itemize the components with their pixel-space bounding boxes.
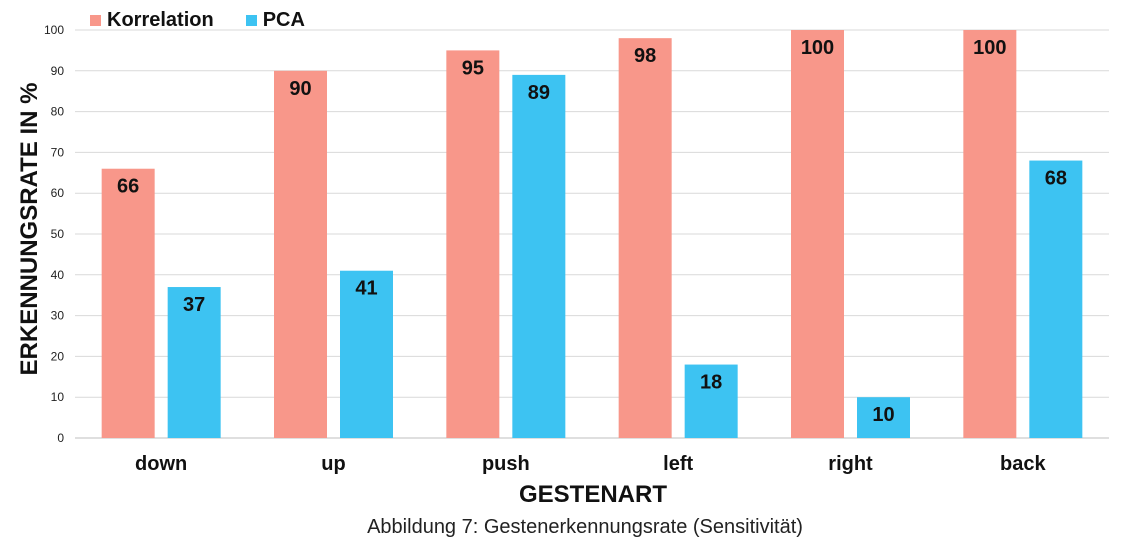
bar-korrelation-left	[618, 38, 672, 438]
legend-label-pca: PCA	[262, 9, 305, 31]
bar-pca-push	[512, 74, 566, 438]
bar-pca-up	[340, 270, 393, 438]
gridlines	[75, 29, 1109, 439]
y-tick-label: 50	[51, 227, 65, 241]
bar-pca-down	[167, 287, 221, 438]
bar-korrelation-back	[963, 30, 1017, 438]
figure-caption: Abbildung 7: Gestenerkennungsrate (Sensi…	[367, 516, 803, 538]
x-tick-label-left: left	[663, 453, 693, 475]
x-axis-ticks: down up push left right back	[135, 453, 1046, 475]
bar-korrelation-push	[446, 50, 500, 439]
data-label-korrelation-left: 98	[634, 45, 656, 67]
bar-korrelation-right	[791, 30, 844, 438]
y-tick-label: 10	[51, 390, 65, 404]
data-label-korrelation-down: 66	[117, 176, 139, 198]
y-axis-ticks: 0 10 20 30 40 50 60 70 80 90 100	[44, 23, 64, 445]
y-tick-label: 90	[51, 64, 65, 78]
legend-swatch-pca	[245, 15, 257, 26]
y-axis-label: ERKENNUNGSRATE IN %	[16, 83, 43, 376]
legend-item-korrelation: Korrelation	[90, 9, 214, 32]
x-tick-label-down: down	[135, 453, 187, 475]
data-label-pca-up: 41	[355, 278, 377, 300]
x-tick-label-back: back	[1000, 453, 1046, 475]
data-label-korrelation-back: 100	[973, 37, 1006, 59]
x-tick-label-up: up	[321, 453, 345, 475]
y-tick-label: 0	[57, 431, 64, 445]
bars: 66 37 90 41 95 89 98 18 100 10 100 68	[101, 30, 1083, 439]
data-label-pca-back: 68	[1045, 168, 1067, 190]
data-label-pca-right: 10	[872, 404, 894, 426]
data-label-korrelation-push: 95	[462, 57, 484, 79]
y-tick-label: 80	[51, 105, 65, 119]
bar-pca-back	[1029, 160, 1083, 438]
y-tick-label: 20	[51, 349, 65, 363]
data-label-pca-down: 37	[183, 294, 205, 316]
y-tick-label: 40	[51, 268, 65, 282]
legend-swatch-korrelation	[90, 15, 101, 26]
data-label-korrelation-right: 100	[801, 37, 834, 59]
bar-korrelation-up	[274, 70, 327, 439]
y-tick-label: 100	[44, 23, 64, 37]
legend-item-pca: PCA	[245, 9, 305, 32]
data-label-korrelation-up: 90	[289, 78, 311, 100]
x-tick-label-push: push	[482, 453, 530, 475]
data-label-pca-left: 18	[700, 372, 722, 394]
bar-pca-left	[684, 364, 738, 438]
y-tick-label: 60	[51, 186, 65, 200]
y-tick-label: 70	[51, 145, 65, 159]
legend: Korrelation PCA	[90, 9, 337, 32]
bar-pca-right	[857, 397, 910, 438]
y-tick-label: 30	[51, 309, 65, 323]
legend-label-korrelation: Korrelation	[107, 9, 214, 31]
x-tick-label-right: right	[828, 453, 873, 475]
data-label-pca-push: 89	[528, 82, 550, 104]
x-axis-label: GESTENART	[519, 481, 667, 508]
bar-korrelation-down	[101, 168, 155, 438]
